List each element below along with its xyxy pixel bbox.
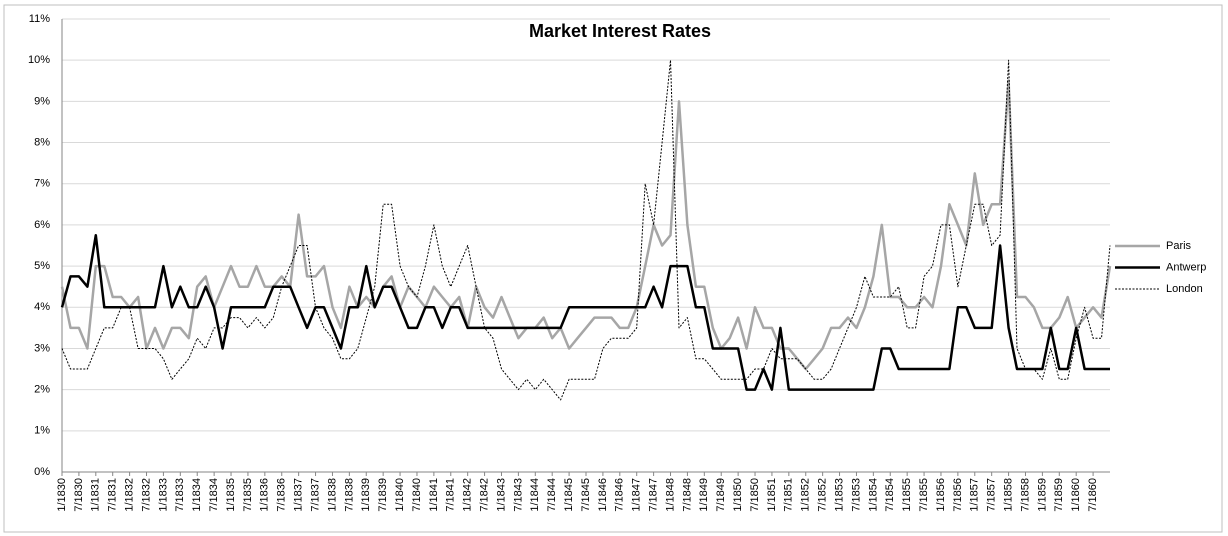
x-tick-label: 7/1833 xyxy=(174,478,186,512)
x-tick-label: 1/1844 xyxy=(529,478,541,512)
x-tick-label: 7/1837 xyxy=(309,478,321,512)
x-tick-label: 7/1849 xyxy=(715,478,727,512)
x-tick-label: 1/1854 xyxy=(867,478,879,512)
x-tick-label: 1/1836 xyxy=(259,478,271,512)
x-tick-label: 7/1834 xyxy=(208,478,220,512)
x-tick-label: 1/1832 xyxy=(124,478,136,512)
x-tick-label: 7/1842 xyxy=(478,478,490,512)
x-tick-label: 7/1859 xyxy=(1053,478,1065,512)
x-tick-label: 7/1860 xyxy=(1087,478,1099,512)
y-tick-label: 6% xyxy=(34,219,50,231)
x-tick-label: 1/1834 xyxy=(191,478,203,512)
x-tick-label: 7/1832 xyxy=(140,478,152,512)
x-tick-label: 1/1845 xyxy=(563,478,575,512)
x-tick-label: 7/1848 xyxy=(681,478,693,512)
x-tick-label: 1/1847 xyxy=(631,478,643,512)
x-tick-label: 1/1850 xyxy=(732,478,744,512)
x-tick-label: 1/1830 xyxy=(56,478,68,512)
x-tick-label: 7/1844 xyxy=(546,478,558,512)
x-tick-label: 1/1855 xyxy=(901,478,913,512)
x-tick-label: 7/1845 xyxy=(580,478,592,512)
x-tick-label: 1/1856 xyxy=(935,478,947,512)
x-tick-label: 1/1838 xyxy=(326,478,338,512)
x-tick-label: 7/1854 xyxy=(884,478,896,512)
x-tick-label: 1/1859 xyxy=(1036,478,1048,512)
y-tick-label: 9% xyxy=(34,95,50,107)
x-tick-label: 7/1843 xyxy=(512,478,524,512)
x-tick-label: 7/1853 xyxy=(850,478,862,512)
x-tick-label: 7/1851 xyxy=(783,478,795,512)
x-tick-label: 7/1836 xyxy=(276,478,288,512)
x-tick-label: 1/1842 xyxy=(462,478,474,512)
y-tick-label: 5% xyxy=(34,260,50,272)
x-tick-label: 7/1840 xyxy=(411,478,423,512)
x-tick-label: 7/1856 xyxy=(952,478,964,512)
chart-border xyxy=(3,4,1223,533)
y-tick-label: 0% xyxy=(34,466,50,478)
x-tick-label: 1/1852 xyxy=(800,478,812,512)
x-tick-label: 1/1835 xyxy=(225,478,237,512)
y-tick-label: 4% xyxy=(34,301,50,313)
x-tick-label: 1/1840 xyxy=(394,478,406,512)
x-tick-label: 1/1839 xyxy=(360,478,372,512)
x-tick-label: 1/1837 xyxy=(293,478,305,512)
x-tick-label: 1/1858 xyxy=(1002,478,1014,512)
y-tick-label: 3% xyxy=(34,342,50,354)
y-tick-label: 1% xyxy=(34,425,50,437)
x-tick-label: 1/1853 xyxy=(833,478,845,512)
legend-label: Antwerp xyxy=(1166,261,1206,273)
line-series xyxy=(60,233,1110,391)
x-tick-label: 7/1852 xyxy=(817,478,829,512)
y-tick-label: 8% xyxy=(34,136,50,148)
x-tick-label: 1/1846 xyxy=(597,478,609,512)
x-tick-label: 7/1847 xyxy=(648,478,660,512)
x-tick-label: 7/1841 xyxy=(445,478,457,512)
legend-label: London xyxy=(1166,283,1203,295)
x-tick-label: 7/1838 xyxy=(343,478,355,512)
legend-label: Paris xyxy=(1166,240,1192,252)
x-tick-label: 1/1843 xyxy=(495,478,507,512)
x-tick-label: 1/1849 xyxy=(698,478,710,512)
x-tick-label: 7/1857 xyxy=(986,478,998,512)
x-tick-label: 1/1831 xyxy=(90,478,102,512)
x-tick-label: 1/1851 xyxy=(766,478,778,512)
x-tick-label: 1/1833 xyxy=(157,478,169,512)
x-tick-label: 1/1848 xyxy=(664,478,676,512)
chart-title: Market Interest Rates xyxy=(529,21,711,41)
x-tick-label: 7/1846 xyxy=(614,478,626,512)
line-series xyxy=(61,59,1111,401)
x-tick-label: 1/1860 xyxy=(1070,478,1082,512)
x-tick-label: 7/1855 xyxy=(918,478,930,512)
x-tick-label: 1/1841 xyxy=(428,478,440,512)
line-series xyxy=(60,79,1112,371)
x-tick-label: 7/1850 xyxy=(749,478,761,512)
y-tick-label: 10% xyxy=(28,54,50,66)
y-tick-label: 11% xyxy=(29,13,50,25)
y-tick-label: 2% xyxy=(34,384,50,396)
y-tick-label: 7% xyxy=(34,178,50,190)
x-tick-label: 1/1857 xyxy=(969,478,981,512)
x-tick-label: 7/1839 xyxy=(377,478,389,512)
x-tick-label: 7/1831 xyxy=(107,478,119,512)
x-tick-label: 7/1830 xyxy=(73,478,85,512)
x-tick-label: 7/1858 xyxy=(1019,478,1031,512)
x-tick-label: 7/1835 xyxy=(242,478,254,512)
